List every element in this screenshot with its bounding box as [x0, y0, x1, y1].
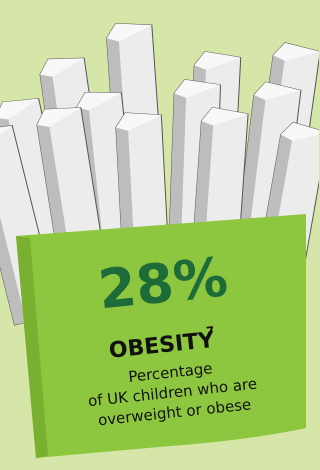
footnote: 7	[205, 324, 215, 339]
infographic: 28% OBESITY 7 Percentage of UK children …	[0, 0, 319, 470]
stat-value: 28%	[95, 245, 230, 321]
page: 28% OBESITY 7 Percentage of UK children …	[0, 0, 319, 470]
